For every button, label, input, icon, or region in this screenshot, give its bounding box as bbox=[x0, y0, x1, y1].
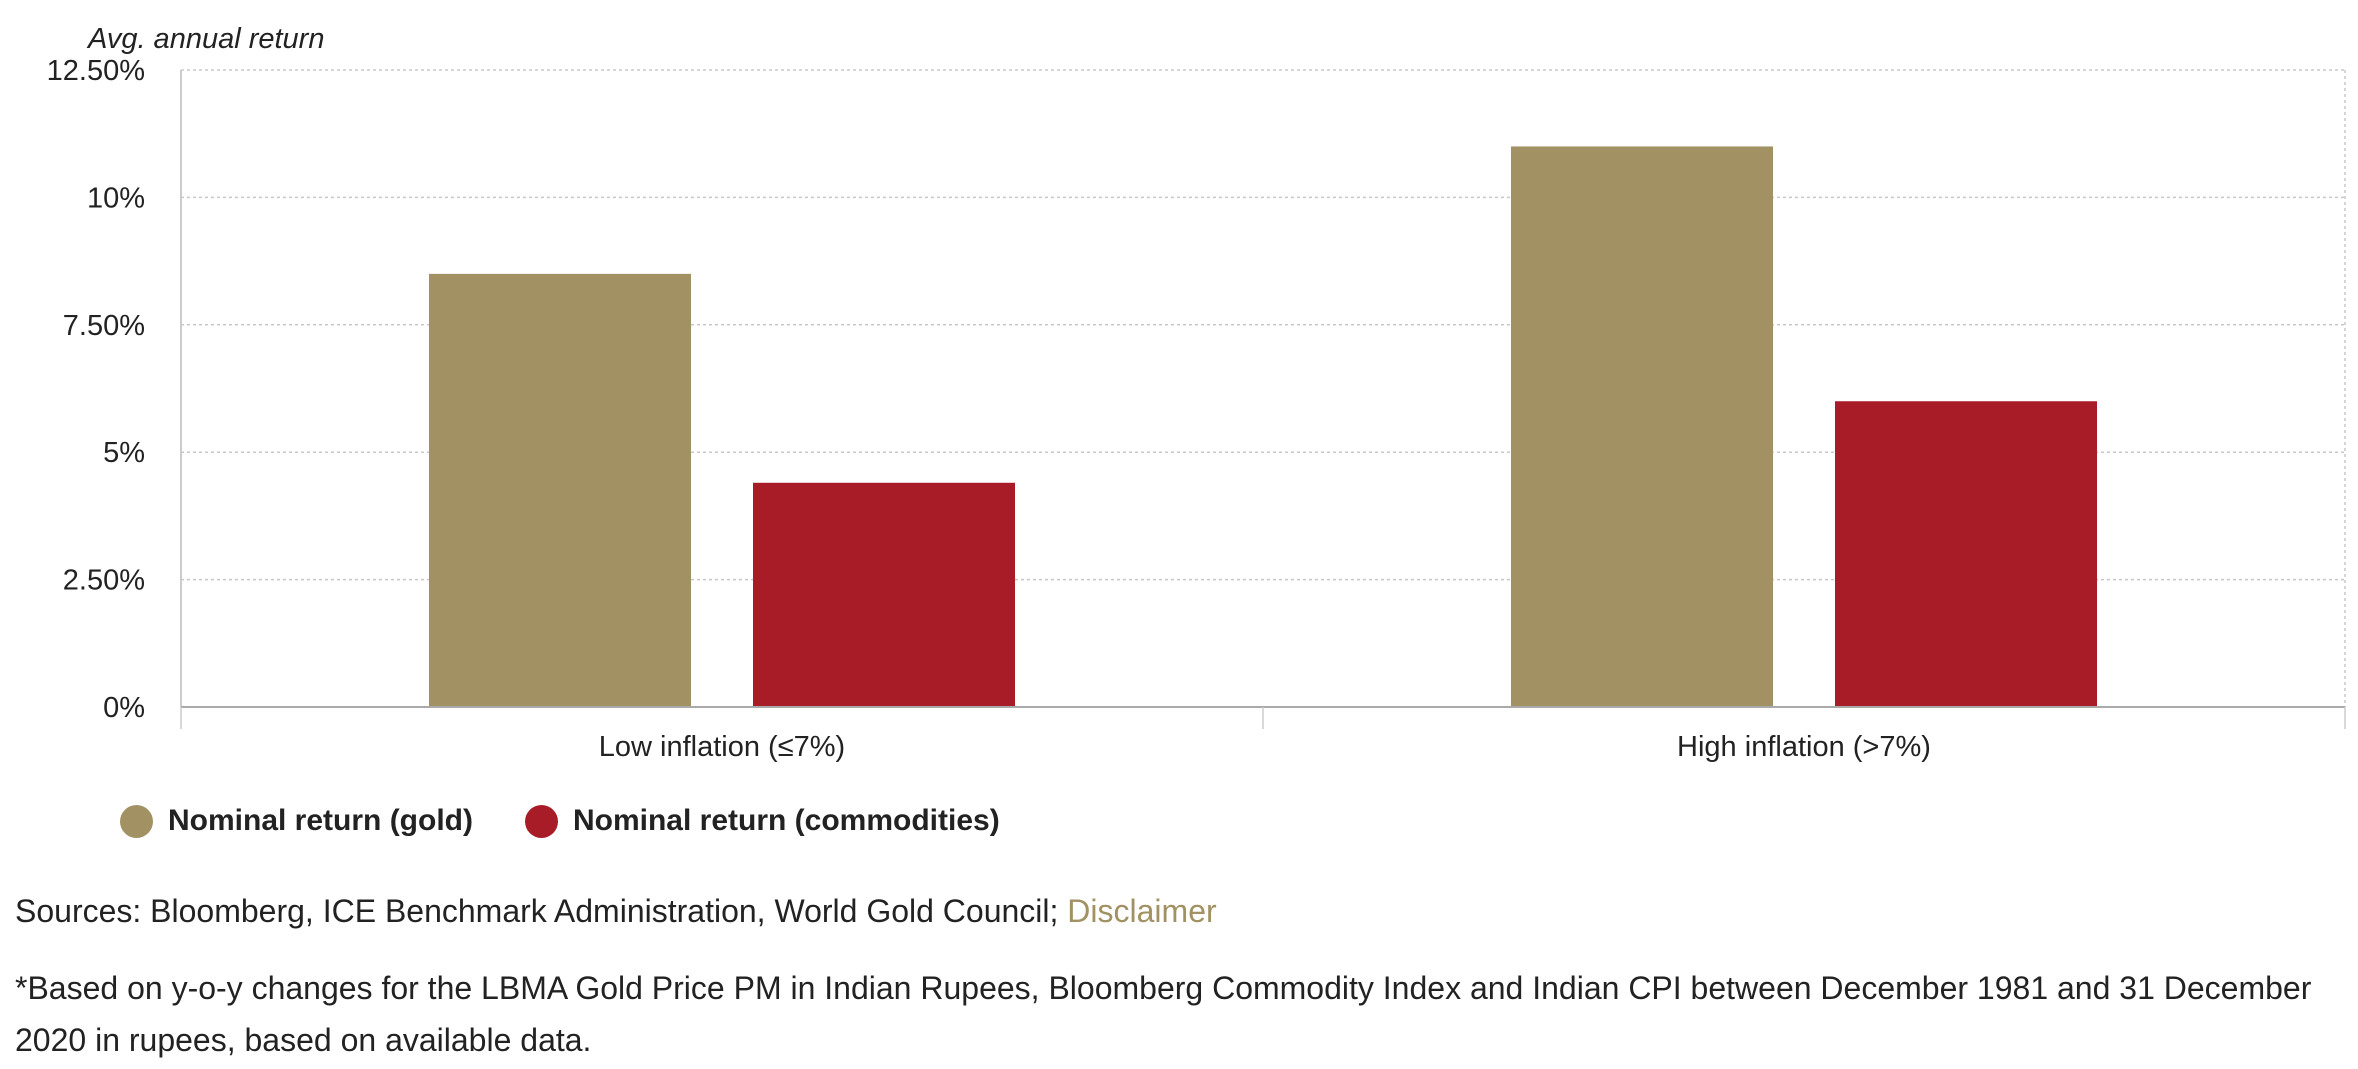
legend-dot-commodities-icon bbox=[524, 804, 558, 838]
y-axis-title: Avg. annual return bbox=[86, 23, 324, 55]
legend: Nominal return (gold) Nominal return (co… bbox=[120, 804, 1000, 838]
sources-line: Sources: Bloomberg, ICE Benchmark Admini… bbox=[15, 893, 1217, 930]
footnote: *Based on y-o-y changes for the LBMA Gol… bbox=[15, 970, 2312, 1058]
y-tick-label: 7.50% bbox=[63, 310, 145, 342]
y-tick-label: 2.50% bbox=[63, 565, 145, 597]
bar bbox=[429, 273, 691, 707]
y-tick-label: 5% bbox=[103, 437, 145, 469]
bars bbox=[429, 146, 2097, 707]
bar-chart: Avg. annual return 0% 2.50% 5% 7.50% 10% 12.5… bbox=[47, 23, 2346, 763]
legend-item-gold[interactable]: Nominal return (gold) bbox=[120, 804, 473, 838]
bar bbox=[753, 482, 1015, 707]
x-tick-label: High inflation (>7%) bbox=[1677, 731, 1931, 763]
bar bbox=[1511, 146, 1773, 707]
legend-dot-gold-icon bbox=[120, 804, 153, 838]
y-tick-label: 10% bbox=[87, 182, 145, 214]
y-tick-label: 12.50% bbox=[47, 55, 145, 87]
x-axis: Low inflation (≤7%) High inflation (>7%) bbox=[180, 706, 2346, 763]
disclaimer-link[interactable]: Disclaimer bbox=[1067, 893, 1217, 929]
legend-label-gold: Nominal return (gold) bbox=[168, 804, 473, 837]
legend-label-commodities: Nominal return (commodities) bbox=[572, 804, 1000, 837]
x-tick-label: Low inflation (≤7%) bbox=[599, 731, 845, 763]
legend-item-commodities[interactable]: Nominal return (commodities) bbox=[524, 804, 1000, 838]
y-tick-label: 0% bbox=[103, 692, 145, 724]
bar bbox=[1835, 401, 2097, 707]
sources-text: Sources: Bloomberg, ICE Benchmark Admini… bbox=[15, 893, 1068, 929]
y-axis-ticks: 0% 2.50% 5% 7.50% 10% 12.50% bbox=[47, 55, 145, 724]
